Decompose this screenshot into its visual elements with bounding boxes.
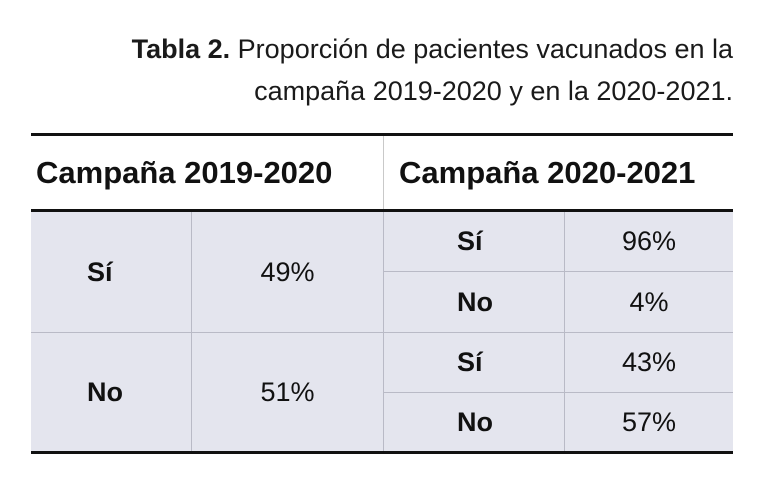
table-cell-percent: 4%	[629, 286, 669, 317]
vaccination-table: Campaña 2019-2020 Campaña 2020-2021 Sí 4…	[31, 133, 733, 455]
table-cell-percent: 49%	[260, 256, 315, 287]
header-campaign-2019-2020: Campaña 2019-2020	[36, 154, 333, 190]
header-campaign-2020-2021: Campaña 2020-2021	[399, 154, 696, 190]
table-body	[31, 212, 733, 451]
table-cell-answer: No	[457, 286, 493, 317]
row-divider-right-1	[383, 271, 733, 272]
header-bottom-rule	[31, 209, 733, 212]
table-top-rule	[31, 133, 733, 136]
table-bottom-rule	[31, 451, 733, 454]
table-cell-percent: 57%	[621, 406, 677, 437]
table-cell-percent: 43%	[621, 347, 677, 377]
table-cell-answer: Sí	[87, 256, 113, 287]
table-cell-answer: No	[457, 406, 493, 437]
table-cell-answer: Sí	[457, 226, 483, 256]
caption-text-line-1: Proporción de pacientes vacunados en la	[237, 34, 733, 64]
caption-text-line-2: campaña 2019-2020 y en la 2020-2021.	[254, 76, 733, 106]
row-divider-right-2	[383, 332, 733, 333]
table-cell-answer: No	[87, 376, 123, 407]
header-divider	[383, 136, 384, 209]
row-divider-left	[31, 332, 383, 333]
table-cell-percent: 96%	[621, 226, 677, 256]
column-divider-middle	[383, 212, 384, 451]
table-cell-answer: Sí	[457, 347, 483, 377]
column-divider-right	[564, 212, 565, 451]
caption-label: Tabla 2.	[131, 34, 231, 64]
caption-line-1: Tabla 2. Proporción de pacientes vacunad…	[132, 28, 733, 70]
table-cell-percent: 51%	[260, 376, 315, 407]
table-caption: Tabla 2. Proporción de pacientes vacunad…	[132, 28, 733, 112]
column-divider-left	[191, 212, 192, 451]
row-divider-right-3	[383, 392, 733, 393]
